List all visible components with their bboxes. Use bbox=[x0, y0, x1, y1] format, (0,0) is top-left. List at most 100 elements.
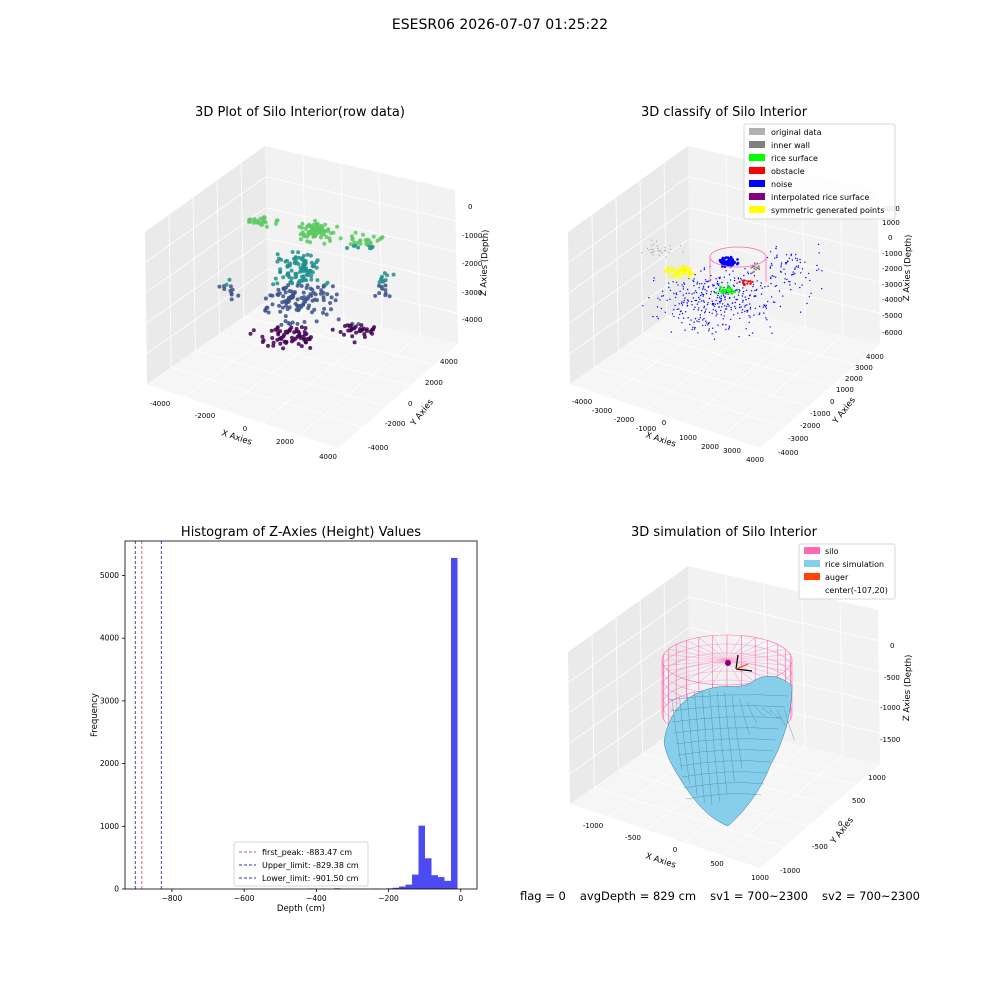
obstacle-point bbox=[743, 282, 746, 285]
noise-point bbox=[774, 257, 776, 259]
pane-grid-line bbox=[722, 334, 844, 436]
raw-data-point bbox=[385, 273, 390, 278]
silo-spoke bbox=[726, 648, 786, 661]
raw-data-point bbox=[305, 296, 310, 301]
noise-point bbox=[690, 319, 692, 321]
surface-mesh-line bbox=[677, 749, 774, 756]
noise-point bbox=[752, 285, 754, 288]
raw-data-point bbox=[286, 263, 291, 268]
classify-y-tick: 3000 bbox=[855, 364, 873, 372]
noise-point bbox=[683, 282, 685, 284]
noise-point bbox=[808, 296, 811, 298]
pane-grid-line bbox=[265, 176, 456, 222]
original-data-point bbox=[668, 252, 670, 254]
noise-point bbox=[794, 257, 797, 259]
raw-data-point bbox=[328, 301, 333, 305]
noise-point bbox=[659, 299, 661, 301]
pane-grid-line bbox=[689, 238, 880, 283]
raw-data-point bbox=[314, 319, 319, 324]
obstacle-point bbox=[749, 280, 752, 283]
raw-data-point bbox=[287, 305, 292, 310]
noise-point bbox=[703, 307, 705, 309]
surface-mesh-line bbox=[683, 782, 765, 789]
classify-z-tick: 1000 bbox=[882, 219, 900, 227]
inner-wall-point bbox=[753, 267, 756, 270]
classify-y-tick: 2000 bbox=[845, 375, 863, 383]
noise-point bbox=[799, 311, 802, 313]
noise-point bbox=[765, 306, 767, 308]
raw-data-point bbox=[293, 336, 298, 341]
noise-point bbox=[699, 316, 701, 319]
y-tick-label: 5000 bbox=[100, 571, 119, 580]
pane-grid-line bbox=[725, 154, 730, 309]
raw-data-point bbox=[270, 336, 275, 340]
noise-point bbox=[656, 315, 658, 318]
symmetric-generated-point bbox=[683, 268, 686, 271]
histogram-bar bbox=[405, 884, 413, 889]
raw-data-point bbox=[315, 278, 320, 283]
pane-grid-line bbox=[684, 326, 806, 423]
noise-point bbox=[678, 308, 680, 310]
noise-point bbox=[748, 297, 750, 300]
noise-point bbox=[680, 302, 683, 305]
raw-data-point bbox=[308, 346, 313, 350]
raw-data-point bbox=[304, 286, 309, 290]
original-data-point bbox=[664, 247, 666, 249]
obstacle-point bbox=[749, 282, 752, 285]
original-data-point bbox=[669, 248, 672, 250]
original-data-point bbox=[657, 249, 660, 252]
classify-x-tick: -3000 bbox=[592, 407, 612, 415]
pane-grid-line bbox=[145, 207, 267, 294]
noise-point bbox=[704, 324, 707, 326]
noise-point bbox=[718, 283, 720, 285]
noise-point bbox=[785, 254, 788, 256]
classify-x-tick: -1000 bbox=[636, 425, 656, 433]
raw-data-point bbox=[262, 215, 267, 220]
noise-point bbox=[712, 284, 714, 286]
raw-z-tick: -3000 bbox=[462, 289, 482, 297]
pane-grid-line bbox=[722, 754, 844, 856]
noise-point bbox=[702, 288, 704, 290]
noise-point bbox=[716, 313, 718, 315]
noise-point bbox=[707, 302, 709, 304]
silo-spoke bbox=[676, 644, 728, 661]
noise-point bbox=[648, 297, 650, 299]
classify-z-tick: -5000 bbox=[882, 312, 902, 320]
noise-point bbox=[682, 286, 684, 288]
noise-point bbox=[770, 282, 772, 285]
raw-data-point bbox=[315, 285, 320, 290]
noise-point bbox=[712, 285, 714, 287]
noise-point bbox=[715, 331, 717, 333]
rice-surface-point bbox=[728, 286, 732, 290]
raw-data-point bbox=[278, 270, 283, 275]
noise-point bbox=[700, 294, 702, 297]
histogram-bar bbox=[418, 825, 426, 889]
noise-point bbox=[686, 302, 688, 304]
rice-surface-point bbox=[730, 292, 733, 296]
raw-x-tick: -4000 bbox=[150, 400, 170, 408]
status-footer: flag = 0 avgDepth = 829 cm sv1 = 700~2300 s… bbox=[520, 889, 934, 903]
noise-point bbox=[741, 309, 744, 311]
legend-label: symmetric generated points bbox=[771, 206, 884, 215]
noise-point bbox=[736, 282, 738, 284]
noise-point bbox=[739, 317, 741, 320]
classify-z-tick: -2000 bbox=[882, 265, 902, 273]
noise-point bbox=[720, 297, 723, 300]
raw-data-point bbox=[309, 335, 313, 340]
simulation-y-tick: 0 bbox=[838, 820, 842, 828]
noise-point bbox=[708, 328, 710, 330]
noise-point bbox=[696, 303, 699, 305]
raw-data-point bbox=[270, 302, 275, 307]
raw-data-point bbox=[352, 340, 357, 345]
noise-point bbox=[710, 293, 712, 295]
raw-data-point bbox=[281, 334, 286, 339]
noise-point bbox=[717, 324, 719, 326]
raw-data-point bbox=[313, 218, 318, 223]
raw-data-point bbox=[295, 297, 300, 302]
raw-data-point bbox=[312, 307, 317, 312]
raw-data-point bbox=[281, 346, 286, 351]
noise-point bbox=[702, 319, 704, 321]
noise-point bbox=[694, 326, 696, 329]
rice-surface-point bbox=[720, 289, 724, 292]
noise-point bbox=[726, 305, 728, 308]
